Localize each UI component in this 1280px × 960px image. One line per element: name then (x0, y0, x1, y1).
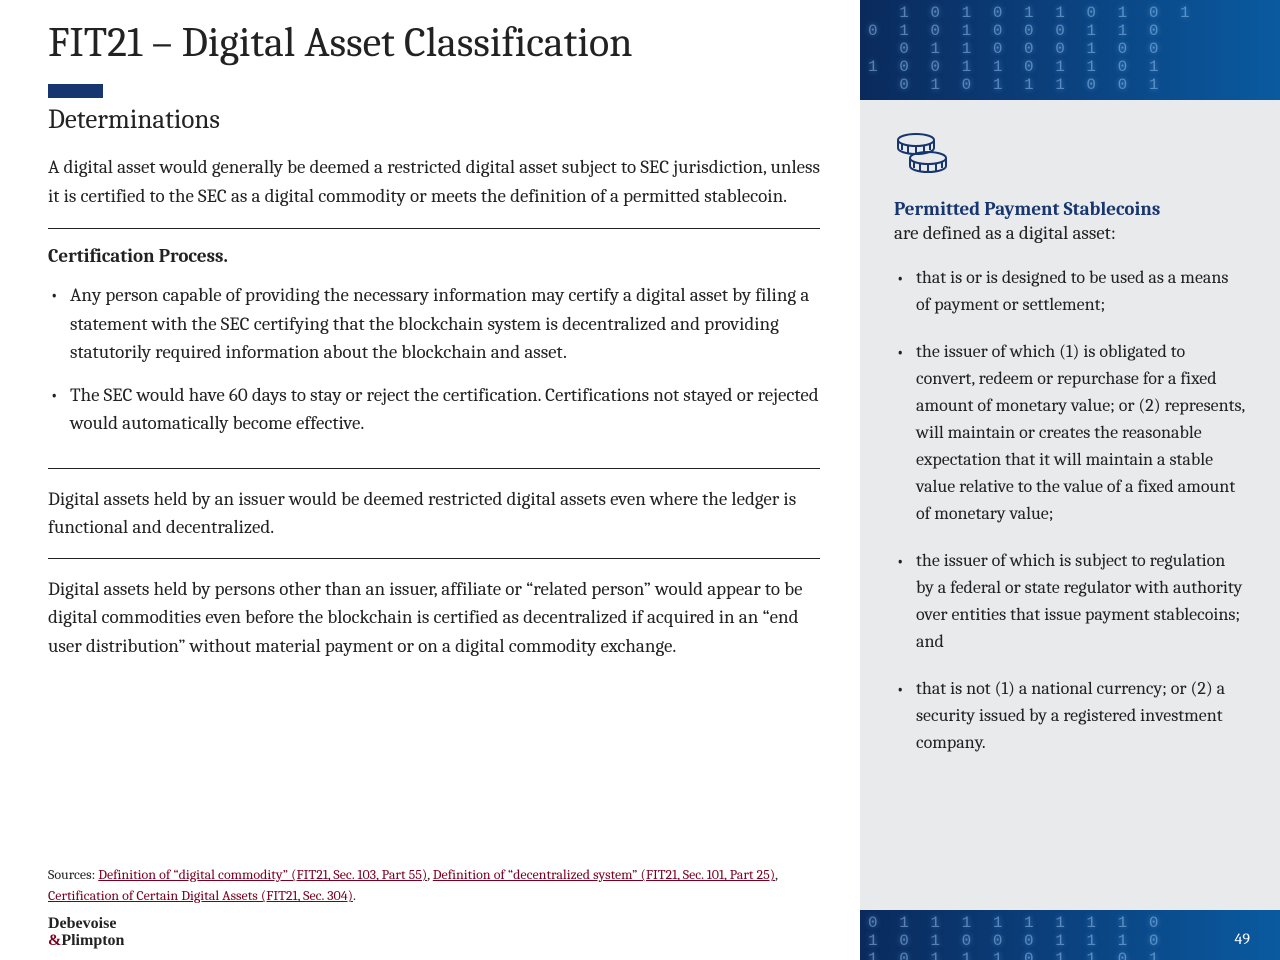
divider (48, 468, 820, 469)
banner-bottom: 0 1 1 1 1 1 1 1 1 0 1 0 1 0 0 0 1 1 1 0 … (860, 910, 1280, 960)
page-title: FIT21 – Digital Asset Classification (48, 20, 820, 66)
brand-ampersand: & (48, 932, 61, 949)
certification-heading: Certification Process. (48, 245, 820, 267)
brand-line1: Debevoise (48, 916, 820, 933)
certification-list: Any person capable of providing the nece… (48, 281, 820, 452)
sources: Sources: Definition of “digital commodit… (48, 864, 820, 906)
source-link[interactable]: Definition of “digital commodity” (FIT21… (98, 866, 427, 883)
sidebar-list: that is or is designed to be used as a m… (894, 264, 1246, 756)
intro-paragraph: A digital asset would generally be deeme… (48, 153, 820, 210)
divider (48, 558, 820, 559)
body-paragraph: Digital assets held by persons other tha… (48, 575, 820, 661)
binary-decoration: 0 1 1 1 1 1 1 1 1 0 1 0 1 0 0 0 1 1 1 0 … (860, 910, 1280, 960)
binary-decoration: 1 0 1 0 1 1 0 1 0 1 0 1 0 1 0 0 0 1 1 0 … (860, 0, 1280, 100)
sidebar: 1 0 1 0 1 1 0 1 0 1 0 1 0 1 0 0 0 1 1 0 … (860, 0, 1280, 960)
section-subtitle: Determinations (48, 104, 820, 135)
list-item: the issuer of which is subject to regula… (916, 547, 1246, 655)
main-column: FIT21 – Digital Asset Classification Det… (0, 0, 860, 960)
sources-label: Sources: (48, 866, 98, 883)
list-item: that is not (1) a national currency; or … (916, 675, 1246, 756)
accent-bar (48, 84, 103, 98)
sidebar-content: Permitted Payment Stablecoins are define… (860, 100, 1280, 960)
body-paragraph: Digital assets held by an issuer would b… (48, 485, 820, 542)
source-link[interactable]: Certification of Certain Digital Assets … (48, 887, 353, 904)
page-number: 49 (1234, 930, 1250, 948)
sidebar-heading: Permitted Payment Stablecoins (894, 198, 1246, 220)
list-item: Any person capable of providing the nece… (70, 281, 820, 367)
brand-logo: Debevoise &Plimpton (48, 916, 820, 950)
divider (48, 228, 820, 229)
banner-top: 1 0 1 0 1 1 0 1 0 1 0 1 0 1 0 0 0 1 1 0 … (860, 0, 1280, 100)
brand-line2: Plimpton (61, 932, 124, 949)
coins-icon (894, 128, 1246, 180)
sidebar-subheading: are defined as a digital asset: (894, 222, 1246, 244)
list-item: that is or is designed to be used as a m… (916, 264, 1246, 318)
slide: FIT21 – Digital Asset Classification Det… (0, 0, 1280, 960)
source-link[interactable]: Definition of “decentralized system” (FI… (433, 866, 775, 883)
list-item: The SEC would have 60 days to stay or re… (70, 381, 820, 438)
list-item: the issuer of which (1) is obligated to … (916, 338, 1246, 527)
